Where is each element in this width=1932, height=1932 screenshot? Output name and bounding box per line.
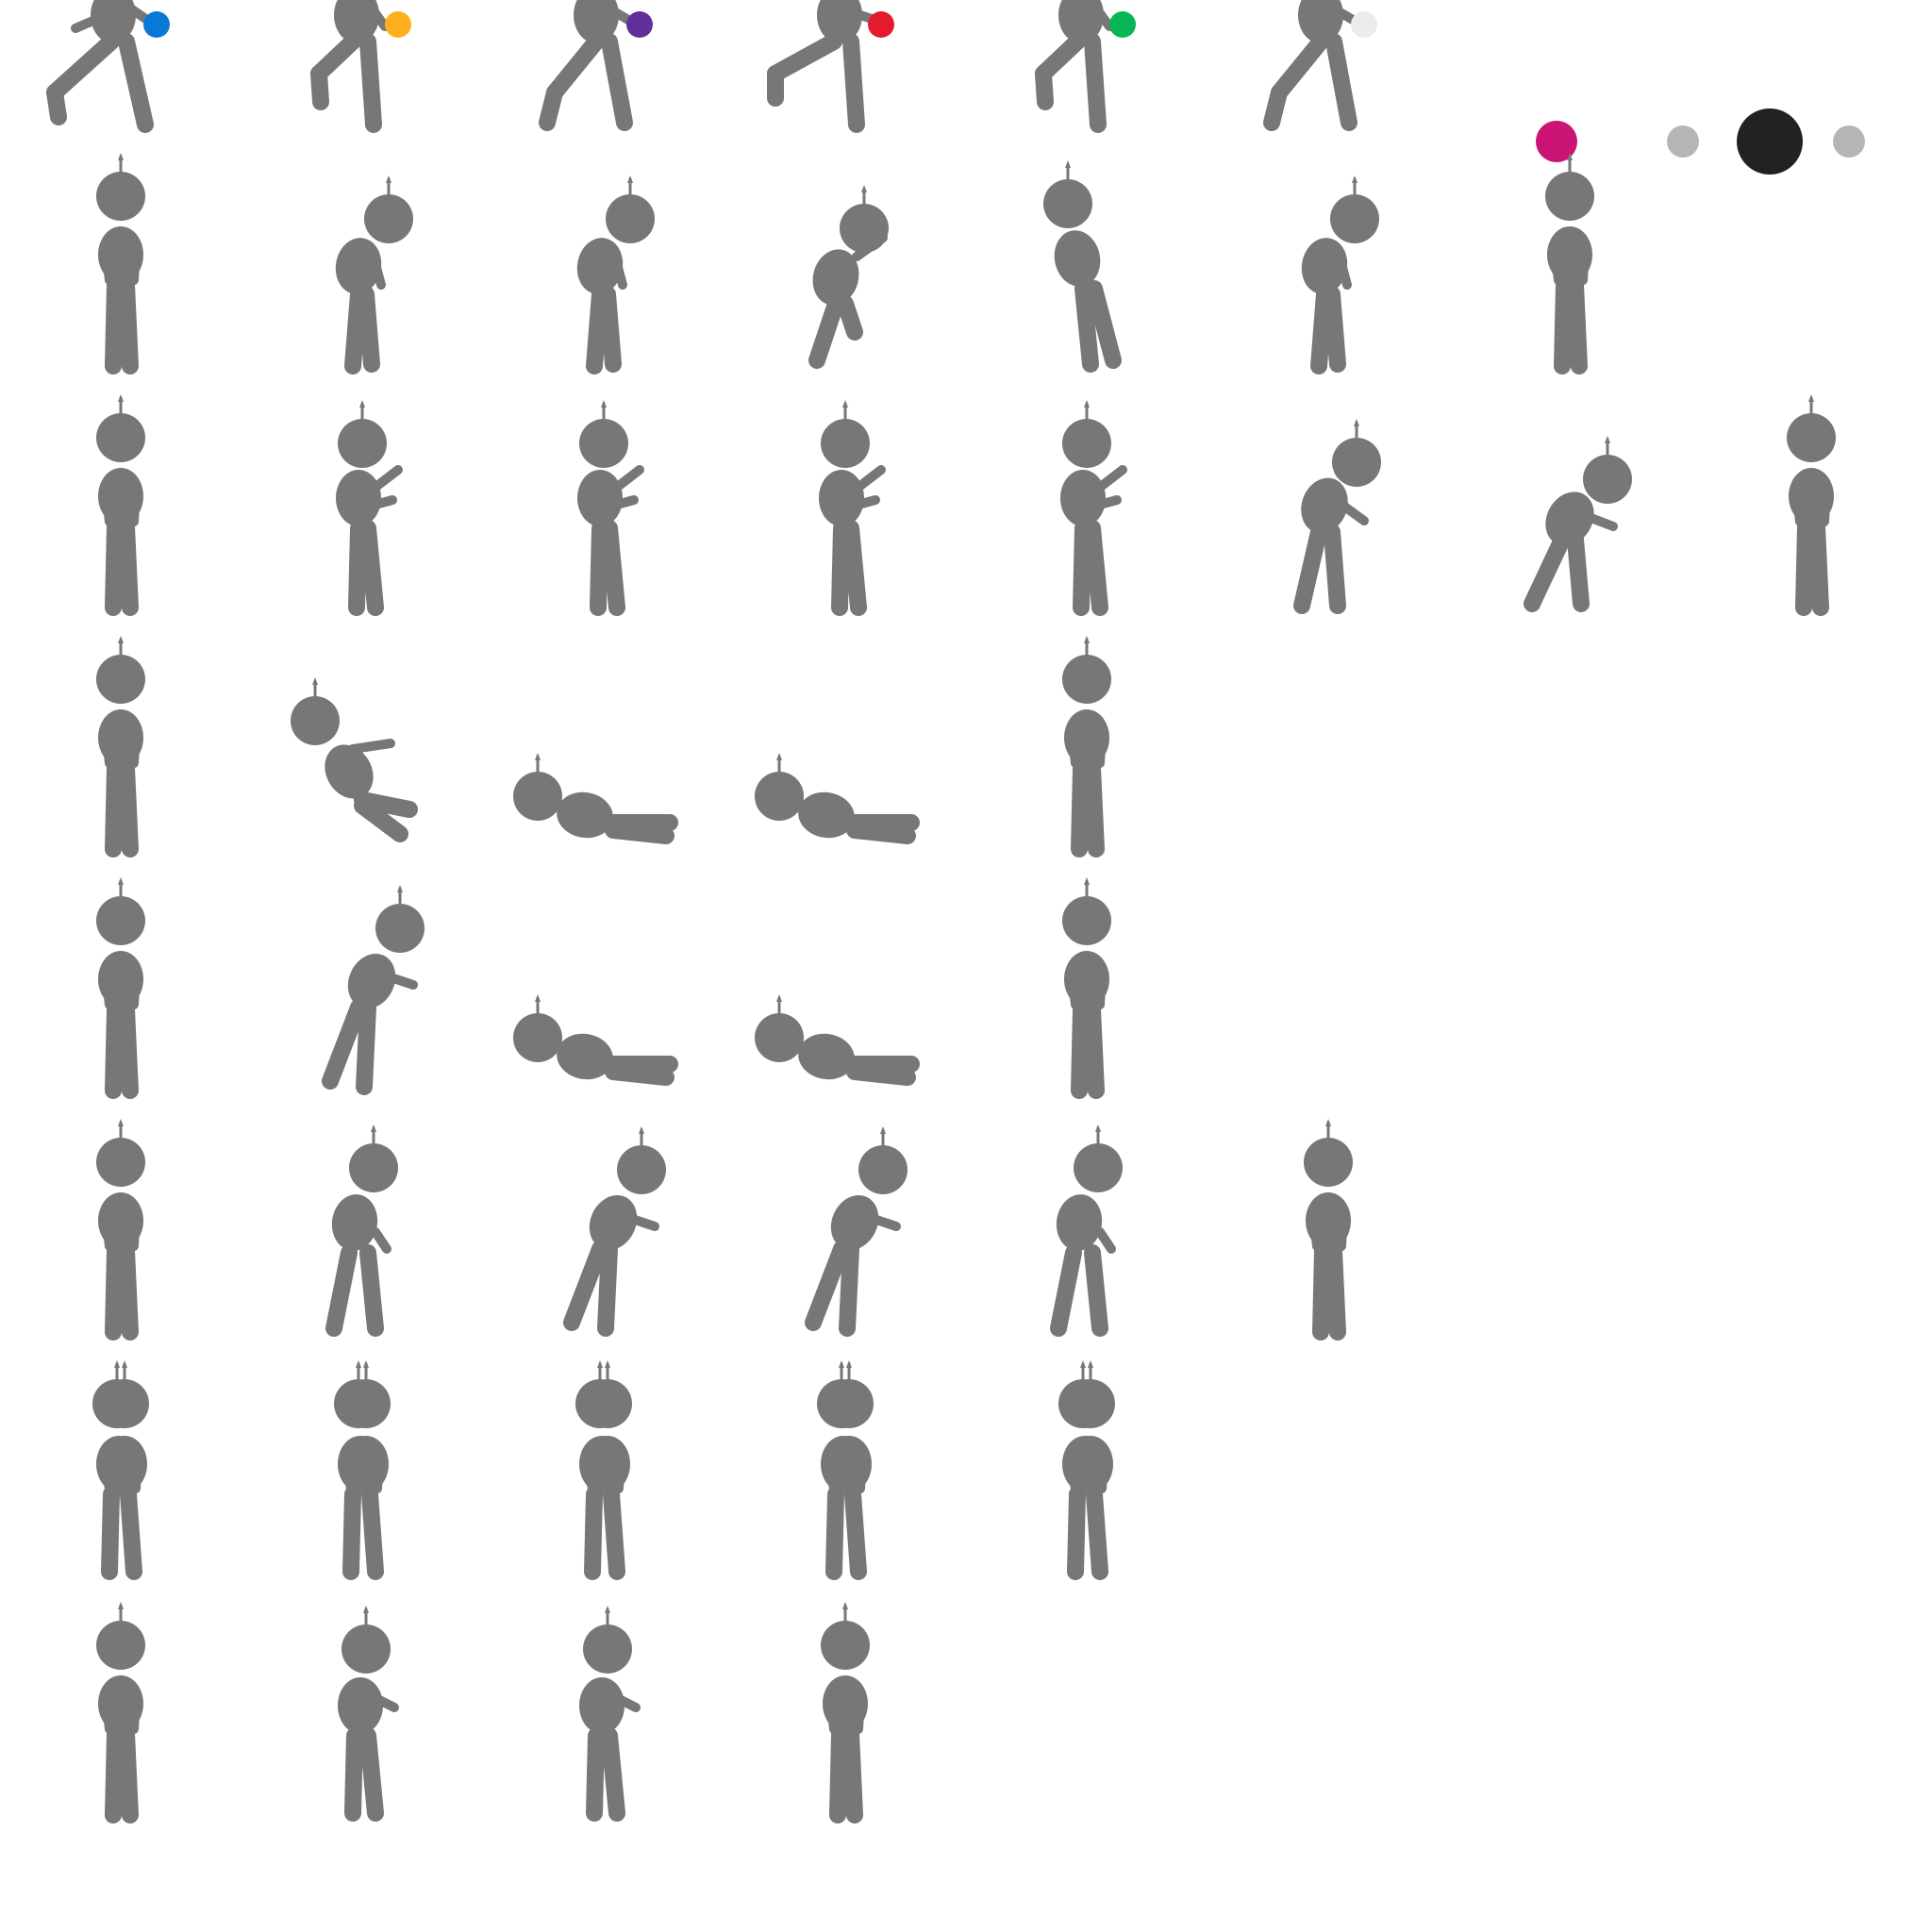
row-bend-lean [96,153,1594,375]
row-reach-push [96,394,1836,616]
sprite-frame [96,1602,145,1824]
sprite-frame [92,1360,149,1580]
row-wave-hand [96,1602,870,1824]
color-swatch [1737,108,1803,175]
sprite-frame [1293,419,1381,614]
sprite-frame [96,394,145,616]
row-step-forward [96,1119,1353,1341]
sprite-frame [805,1126,908,1337]
sprite-frame [575,1360,632,1580]
ball [385,11,411,38]
sprite-frame [755,994,920,1086]
sprite-frame [1043,160,1122,373]
row-fall-backward [96,636,1111,858]
sprite-frame [96,1119,145,1341]
sprite-frame [338,1606,399,1822]
sprite-frame [1787,394,1836,616]
sprite-frame [819,400,886,616]
sprite-frame [1035,0,1136,133]
row-blur-shake [92,1360,1115,1580]
sprite-frame [577,400,644,616]
sprite-frame [513,994,678,1086]
sprite-frame [755,753,920,844]
ball [1109,11,1136,38]
sprite-frame [563,1126,666,1337]
ball [143,11,170,38]
sprite-frame [513,753,678,844]
sprite-frame [817,1360,874,1580]
sprite-frame [1524,436,1632,612]
color-swatch [1667,125,1699,158]
sprite-frame [325,1124,398,1337]
sprite-frame [1060,400,1127,616]
sprite-frame [767,0,894,133]
ball [626,11,653,38]
sprite-frame [1301,175,1379,375]
sprite-frame [334,1360,391,1580]
sprite-frame [821,1602,870,1824]
row-carry-ball-walk [46,0,1865,175]
color-swatch [1536,121,1577,162]
sprite-frame [1263,0,1377,131]
ball [868,11,894,38]
ball [1351,11,1377,38]
sprite-frame [1058,1360,1115,1580]
sprite-frame [96,877,145,1099]
sprite-frame [96,153,145,375]
sprite-frame [1545,153,1594,375]
sprite-frame [96,636,145,858]
sprite-frame [46,0,170,133]
row-fall-forward [96,877,1111,1099]
sprite-frame [335,175,413,375]
sprite-frame [336,400,403,616]
sprite-frame [539,0,653,131]
sprite-frame [808,185,889,369]
sprite-frame [1062,877,1111,1099]
sprite-frame [1062,636,1111,858]
sprite-frame [1304,1119,1353,1341]
color-swatch [1833,125,1865,158]
sprite-frame [579,1606,641,1822]
sprite-frame [310,0,411,133]
sprite-frame [1050,1124,1123,1337]
sprite-frame [576,175,655,375]
sprite-frame [291,677,418,842]
sprite-frame [322,885,425,1095]
